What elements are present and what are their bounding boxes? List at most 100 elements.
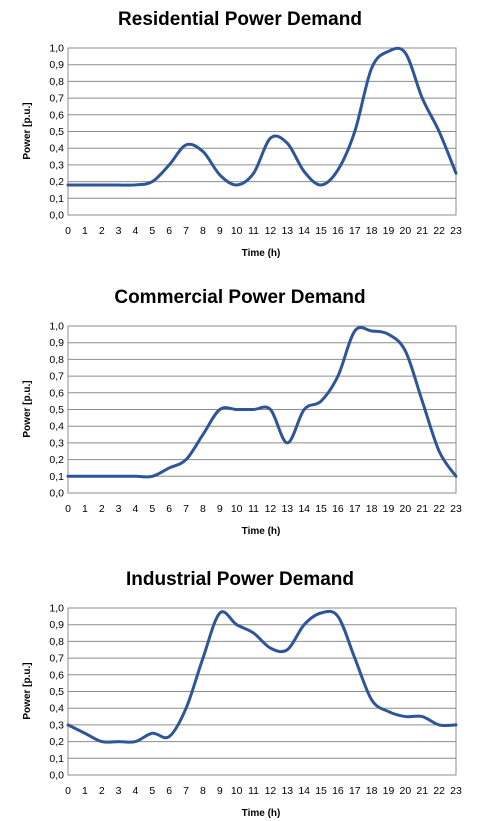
x-tick-label: 3: [116, 785, 122, 797]
x-tick-label: 20: [400, 225, 412, 237]
y-axis-label: Power [p.u.]: [22, 380, 33, 437]
x-tick-label: 21: [416, 503, 428, 515]
x-tick-label: 16: [332, 785, 344, 797]
x-tick-label: 16: [332, 225, 344, 237]
x-tick-label: 5: [149, 225, 155, 237]
y-tick-label: 0,4: [49, 421, 64, 433]
x-tick-label: 1: [82, 785, 88, 797]
y-tick-label: 0,7: [49, 371, 64, 383]
x-tick-label: 19: [383, 225, 395, 237]
y-tick-label: 0,6: [49, 669, 64, 681]
x-tick-label: 5: [149, 785, 155, 797]
series-line: [66, 46, 458, 187]
y-tick-labels: 0,0 0,1 0,2 0,3 0,4 0,5 0,6 0,7 0,8 0,9 1,0: [49, 43, 64, 222]
x-tick-label: 15: [315, 225, 327, 237]
y-tick-label: 0,7: [49, 653, 64, 665]
y-tick-label: 0,0: [49, 770, 64, 782]
chart-title: Residential Power Demand: [118, 9, 362, 30]
chart-panel: Residential Power Demand 0,0 0,1 0,2 0,3 0,4…: [22, 9, 462, 259]
y-tick-label: 0,6: [49, 109, 64, 121]
x-tick-label: 6: [166, 503, 172, 515]
plot-area: [67, 325, 457, 494]
y-tick-label: 0,1: [49, 471, 64, 483]
y-tick-label: 1,0: [49, 43, 64, 55]
x-tick-label: 4: [133, 503, 139, 515]
x-tick-labels: 0 1 2 3 4 5 6 7 8 9 10 11 12 13 14 15 16 17 18 19 20 21 22 23: [65, 785, 462, 797]
x-tick-label: 11: [248, 785, 259, 797]
x-tick-label: 8: [200, 785, 206, 797]
x-tick-label: 0: [65, 785, 71, 797]
x-tick-labels: 0 1 2 3 4 5 6 7 8 9 10 11 12 13 14 15 16 17 18 19 20 21 22 23: [65, 503, 462, 515]
x-tick-label: 23: [450, 785, 462, 797]
gridlines: [67, 325, 457, 494]
x-axis-label: Time (h): [242, 248, 281, 259]
x-tick-label: 21: [416, 225, 428, 237]
series-layer: [66, 46, 458, 187]
y-tick-label: 0,2: [49, 454, 64, 466]
x-tick-label: 2: [99, 785, 105, 797]
x-tick-label: 4: [133, 225, 139, 237]
x-tick-label: 22: [433, 785, 445, 797]
x-tick-label: 8: [200, 225, 206, 237]
y-axis-label: Power [p.u.]: [22, 102, 33, 159]
gridlines: [67, 47, 457, 216]
y-tick-label: 0,8: [49, 354, 64, 366]
y-tick-label: 0,1: [49, 753, 64, 765]
y-tick-labels: 0,0 0,1 0,2 0,3 0,4 0,5 0,6 0,7 0,8 0,9 1,0: [49, 603, 64, 782]
x-tick-label: 18: [366, 503, 378, 515]
y-tick-labels: 0,0 0,1 0,2 0,3 0,4 0,5 0,6 0,7 0,8 0,9 1,0: [49, 321, 64, 500]
x-tick-label: 12: [265, 225, 277, 237]
y-tick-label: 0,5: [49, 686, 64, 698]
y-axis-label: Power [p.u.]: [22, 662, 33, 719]
y-tick-label: 0,9: [49, 59, 64, 71]
x-tick-label: 3: [116, 503, 122, 515]
x-tick-label: 22: [433, 503, 445, 515]
chart-panel: Commercial Power Demand 0,00,10,20,30,40…: [22, 287, 462, 537]
x-tick-label: 2: [99, 503, 105, 515]
y-tick-label: 0,6: [49, 387, 64, 399]
series-layer: [66, 326, 458, 479]
x-tick-label: 23: [450, 225, 462, 237]
x-tick-label: 10: [231, 503, 243, 515]
x-tick-label: 10: [231, 785, 243, 797]
x-tick-label: 13: [281, 785, 293, 797]
x-tick-label: 15: [315, 503, 327, 515]
x-axis-label: Time (h): [242, 808, 281, 819]
series-line: [66, 609, 458, 744]
x-tick-label: 7: [183, 225, 189, 237]
series-layer: [66, 609, 458, 744]
x-tick-label: 5: [149, 503, 155, 515]
x-tick-label: 19: [383, 785, 395, 797]
y-tick-label: 0,5: [49, 126, 64, 138]
x-tick-labels: 0 1 2 3 4 5 6 7 8 9 10 11 12 13 14 15 16 17 18 19 20 21 22 23: [65, 225, 462, 237]
y-tick-label: 0,9: [49, 619, 64, 631]
x-tick-label: 16: [332, 503, 344, 515]
x-tick-label: 1: [82, 225, 88, 237]
x-tick-label: 0: [65, 225, 71, 237]
chart-title: Industrial Power Demand: [126, 569, 354, 590]
plot-area: [67, 47, 457, 216]
x-tick-label: 14: [298, 503, 310, 515]
x-tick-label: 20: [400, 785, 412, 797]
x-tick-label: 21: [416, 785, 428, 797]
x-tick-label: 13: [281, 503, 293, 515]
x-tick-label: 7: [183, 785, 189, 797]
x-tick-label: 9: [217, 503, 223, 515]
y-tick-label: 0,8: [49, 636, 64, 648]
x-tick-label: 3: [116, 225, 122, 237]
x-tick-label: 23: [450, 503, 462, 515]
y-tick-label: 0,3: [49, 719, 64, 731]
x-tick-label: 1: [82, 503, 88, 515]
series-line: [66, 326, 458, 479]
y-tick-label: 0,8: [49, 76, 64, 88]
plot-area: [67, 607, 457, 776]
x-tick-label: 11: [248, 225, 259, 237]
chart-title: Commercial Power Demand: [114, 287, 365, 308]
y-tick-label: 0,4: [49, 703, 64, 715]
y-tick-label: 1,0: [49, 321, 64, 333]
y-tick-label: 0,3: [49, 437, 64, 449]
y-tick-label: 0,0: [49, 210, 64, 222]
x-tick-label: 9: [217, 225, 223, 237]
y-tick-label: 0,9: [49, 337, 64, 349]
